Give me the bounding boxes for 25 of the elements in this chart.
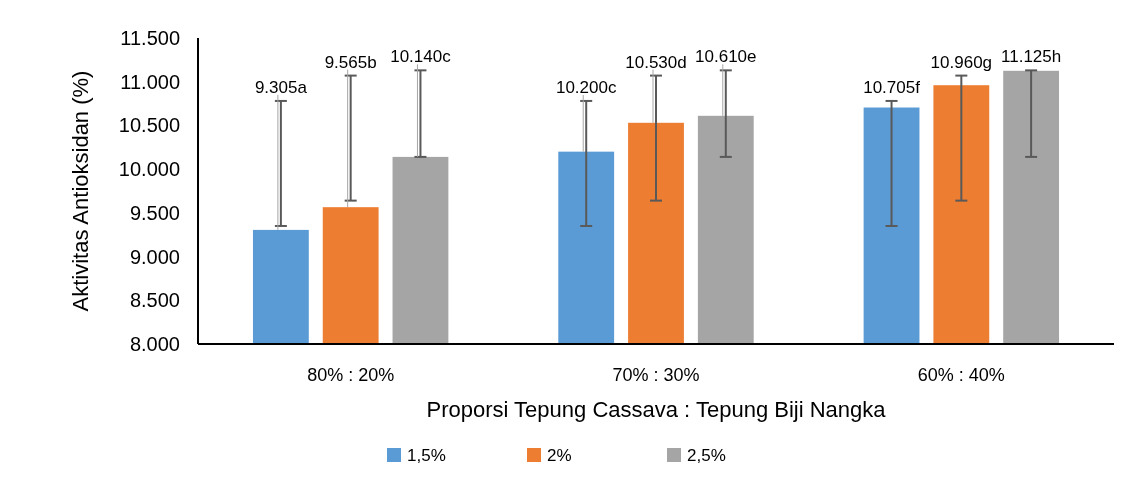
y-tick-label: 10.500 <box>118 114 180 137</box>
data-label: 10.140c <box>390 47 452 67</box>
data-label: 10.705f <box>863 77 921 97</box>
x-tick-label: 60% : 40% <box>917 365 1005 385</box>
x-axis-title: Proporsi Tepung Cassava : Tepung Biji Nangka <box>426 397 887 422</box>
legend-label: 1,5% <box>407 445 446 465</box>
x-tick-label: 70% : 30% <box>612 365 700 385</box>
legend-label: 2,5% <box>687 445 726 465</box>
y-tick-label: 11.500 <box>120 27 180 49</box>
y-tick-label: 10.000 <box>118 158 180 181</box>
legend-label: 2% <box>547 445 572 465</box>
data-label: 10.530d <box>625 52 687 72</box>
data-label: 9.305a <box>254 77 308 97</box>
y-tick-label: 9.000 <box>129 245 180 268</box>
x-tick-label: 80% : 20% <box>307 365 395 385</box>
data-label: 9.565b <box>324 52 377 72</box>
data-label: 10.960g <box>930 52 993 72</box>
y-tick-label: 8.000 <box>129 333 180 355</box>
data-label: 11.125h <box>1001 47 1062 67</box>
data-label: 10.610e <box>695 47 757 67</box>
y-axis-title: Aktivitas Antioksidan (%) <box>68 70 93 312</box>
y-tick-label: 8.500 <box>129 289 180 312</box>
y-tick-label: 11.000 <box>120 70 180 93</box>
y-tick-label: 9.500 <box>129 201 180 224</box>
data-label: 10.200c <box>555 77 617 97</box>
